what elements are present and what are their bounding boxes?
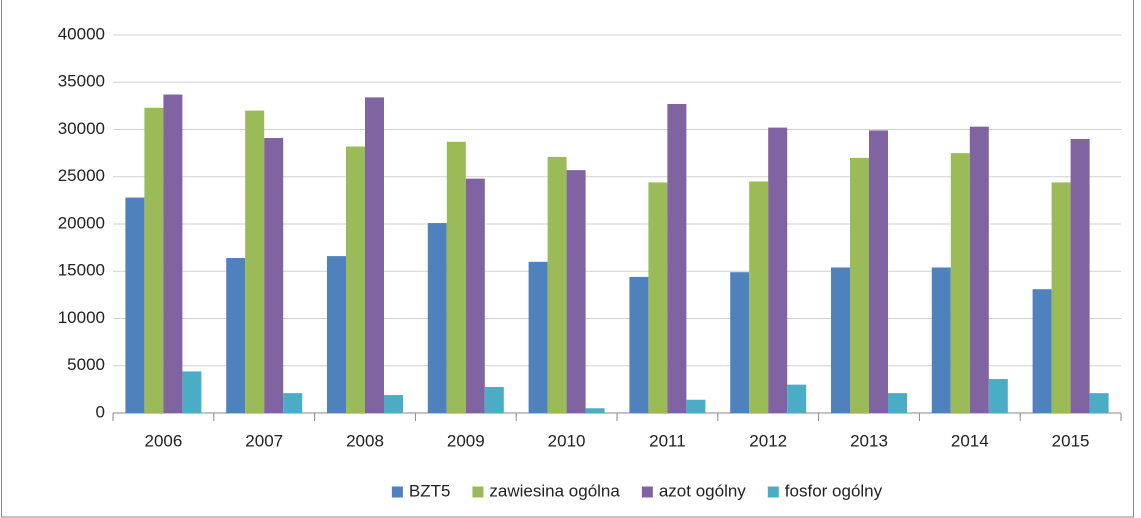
- bar: [869, 130, 888, 413]
- bar: [831, 267, 850, 413]
- bar: [969, 126, 989, 413]
- x-tick-label: 2006: [144, 431, 182, 450]
- bar: [465, 178, 485, 413]
- x-tick-label: 2010: [548, 431, 586, 450]
- legend-label: zawiesina ogólna: [489, 481, 620, 500]
- bar: [226, 258, 246, 413]
- bar: [1089, 393, 1109, 413]
- y-tick-label: 25000: [58, 166, 105, 185]
- legend-swatch: [391, 486, 403, 498]
- bar: [931, 267, 951, 413]
- legend-swatch: [767, 486, 779, 498]
- bar: [125, 197, 145, 413]
- bar: [585, 408, 605, 413]
- bar: [749, 181, 769, 413]
- legend-label: azot ogólny: [659, 481, 746, 500]
- bar: [365, 97, 384, 414]
- y-tick-label: 30000: [58, 119, 105, 138]
- legend-swatch: [472, 486, 484, 498]
- bar: [648, 182, 668, 413]
- bar: [484, 387, 504, 413]
- bar: [528, 261, 548, 413]
- bar: [566, 170, 586, 413]
- y-tick-label: 15000: [58, 261, 105, 280]
- x-tick-label: 2008: [346, 431, 384, 450]
- legend-swatch: [641, 486, 653, 498]
- bar: [730, 272, 750, 413]
- bar: [850, 157, 869, 413]
- x-tick-label: 2015: [1052, 431, 1090, 450]
- x-tick-label: 2011: [649, 431, 686, 450]
- bar: [768, 127, 788, 414]
- bar: [427, 223, 447, 413]
- bar: [667, 103, 687, 414]
- y-tick-label: 35000: [58, 72, 105, 91]
- y-tick-label: 10000: [58, 308, 105, 327]
- bar: [283, 393, 303, 413]
- bar: [245, 110, 265, 413]
- bar: [629, 276, 649, 413]
- legend-label: BZT5: [409, 481, 451, 500]
- y-tick-label: 20000: [58, 213, 105, 232]
- y-tick-label: 5000: [67, 355, 105, 374]
- bar: [384, 395, 403, 413]
- y-tick-label: 40000: [58, 24, 105, 43]
- bar: [547, 156, 567, 413]
- bar: [163, 94, 183, 413]
- legend-label: fosfor ogólny: [785, 481, 883, 500]
- x-tick-label: 2009: [447, 431, 485, 450]
- x-tick-label: 2013: [850, 431, 888, 450]
- y-tick-label: 0: [96, 402, 105, 421]
- bar: [686, 399, 706, 413]
- bar: [787, 384, 807, 413]
- bar: [888, 393, 907, 413]
- bar: [988, 378, 1008, 413]
- x-tick-label: 2007: [245, 431, 283, 450]
- x-tick-label: 2012: [749, 431, 787, 450]
- bar: [264, 138, 284, 413]
- bar: [1032, 289, 1052, 413]
- bar: [144, 107, 164, 413]
- bar: [327, 256, 346, 413]
- bar: [950, 153, 970, 413]
- x-tick-label: 2014: [951, 431, 989, 450]
- bar: [182, 371, 202, 413]
- bar: [1070, 138, 1090, 413]
- bar: [346, 146, 365, 413]
- bar: [446, 141, 466, 413]
- bar: [1051, 182, 1071, 413]
